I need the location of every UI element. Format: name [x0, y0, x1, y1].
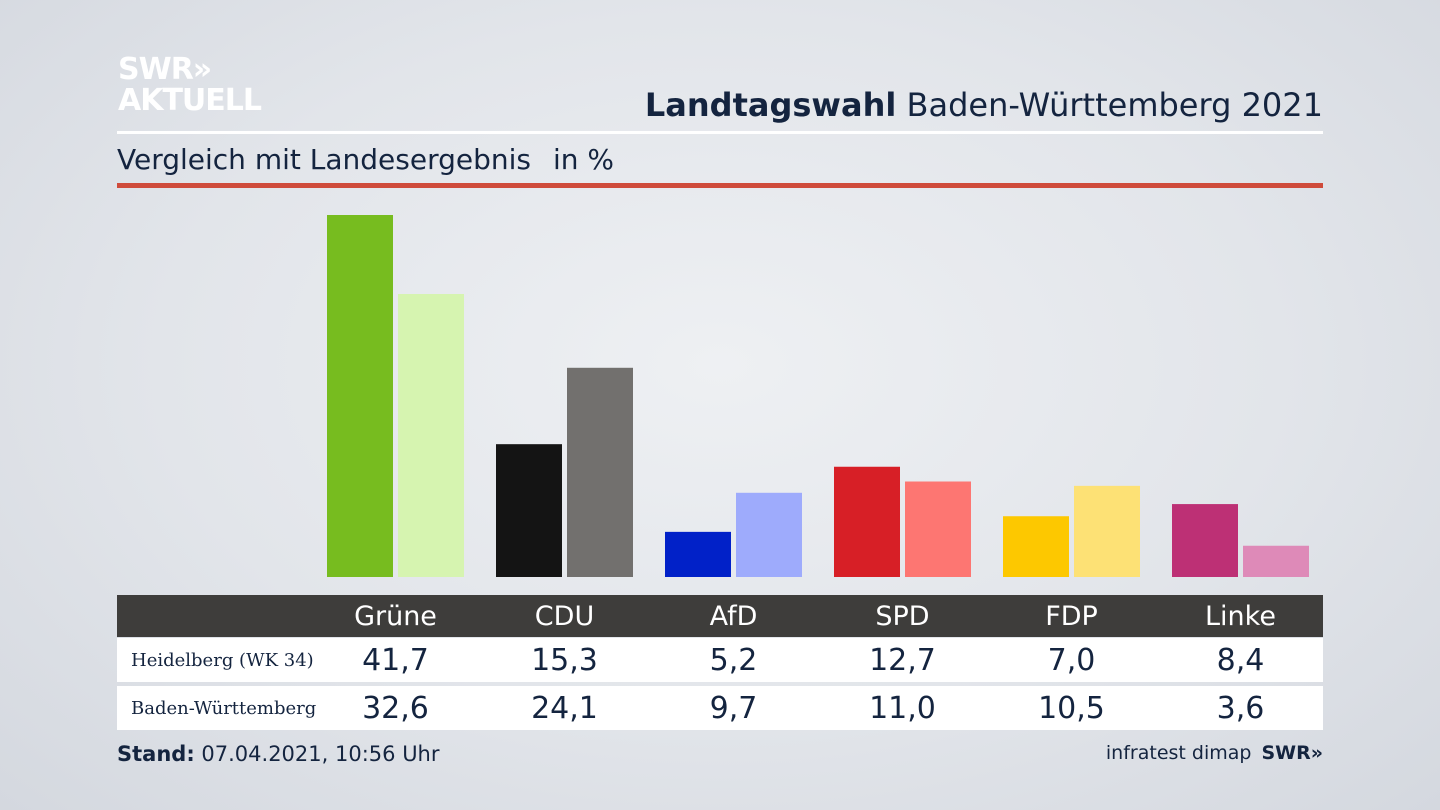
bar-local-1 — [496, 444, 562, 577]
bar-state-4 — [1074, 485, 1140, 577]
timestamp: Stand: 07.04.2021, 10:56 Uhr — [117, 742, 440, 766]
table-cell: 24,1 — [531, 690, 598, 726]
table-cell: 7,0 — [1047, 642, 1096, 678]
table-cell: 12,7 — [869, 642, 936, 678]
column-header: SPD — [875, 600, 930, 632]
table-cell: 15,3 — [531, 642, 598, 678]
bar-state-2 — [736, 492, 802, 577]
column-header: FDP — [1045, 600, 1098, 632]
results-table: Grüne CDU AfD SPD FDP Linke Heidelberg (WK 34… — [117, 595, 1323, 730]
bar-local-5 — [1172, 504, 1238, 577]
table-row: Baden-Württemberg 32,6 24,1 9,7 11,0 10,5 3,6 — [117, 686, 1323, 730]
bar-local-4 — [1003, 516, 1069, 577]
table-cell: 10,5 — [1038, 690, 1105, 726]
page-title: Landtagswahl Baden-Württemberg 2021 — [645, 86, 1323, 124]
table-row: Heidelberg (WK 34) 41,7 15,3 5,2 12,7 7,0 8,4 — [117, 638, 1323, 682]
column-header: AfD — [709, 600, 758, 632]
row-label: Baden-Württemberg — [131, 697, 317, 719]
table-cell: 5,2 — [709, 642, 758, 678]
table-cell: 41,7 — [362, 642, 429, 678]
bar-local-3 — [834, 466, 900, 577]
logo-line-1: SWR» — [118, 52, 212, 87]
bar-chart — [327, 215, 1309, 577]
subtitle-text: Vergleich mit Landesergebnis — [117, 143, 531, 176]
table-cell: 3,6 — [1216, 690, 1265, 726]
column-header: Linke — [1205, 600, 1276, 632]
column-header: CDU — [534, 600, 595, 632]
bar-local-0 — [327, 215, 393, 577]
row-label: Heidelberg (WK 34) — [131, 649, 314, 671]
title-bold: Landtagswahl — [644, 86, 897, 124]
bar-state-1 — [567, 367, 633, 577]
table-cell: 32,6 — [362, 690, 429, 726]
table-header: Grüne CDU AfD SPD FDP Linke — [117, 595, 1323, 637]
stand-value: 07.04.2021, 10:56 Uhr — [201, 742, 440, 766]
title-divider — [117, 131, 1323, 134]
unit-label: in % — [552, 143, 615, 176]
swr-aktuell-logo: SWR» AKTUELL — [118, 52, 262, 118]
logo-line-2: AKTUELL — [118, 83, 262, 118]
table-cell: 11,0 — [869, 690, 936, 726]
bar-state-0 — [398, 293, 464, 577]
stand-label: Stand: — [117, 742, 195, 766]
title-rest: Baden-Württemberg 2021 — [906, 86, 1324, 124]
source-label: infratest dimap — [1105, 742, 1252, 764]
accent-divider — [117, 183, 1323, 188]
table-cell: 8,4 — [1216, 642, 1265, 678]
bar-state-3 — [905, 481, 971, 577]
bar-local-2 — [665, 531, 731, 577]
subtitle: Vergleich mit Landesergebnis in % — [117, 143, 614, 176]
column-header: Grüne — [354, 600, 437, 632]
source-credit: infratest dimap SWR» — [1106, 742, 1323, 764]
bar-state-5 — [1243, 545, 1309, 577]
swr-footer-logo: SWR» — [1261, 742, 1323, 764]
table-cell: 9,7 — [709, 690, 758, 726]
